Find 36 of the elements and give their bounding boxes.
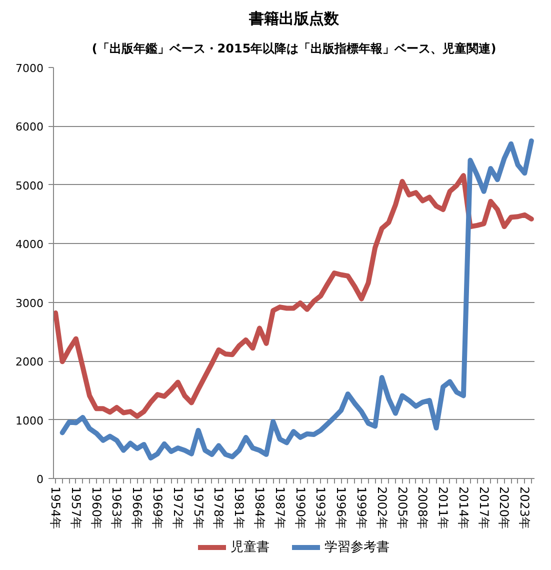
legend-label: 学習参考書 [324, 539, 390, 556]
y-tick-label: 0 [36, 473, 44, 486]
x-tick-label: 2008年 [416, 486, 430, 530]
x-tick-label: 1990年 [293, 486, 308, 530]
x-tick-label: 2002年 [374, 486, 389, 530]
x-tick-label: 1984年 [252, 486, 266, 530]
x-tick-label: 1960年 [89, 486, 104, 530]
x-tick-label: 2023年 [518, 486, 532, 530]
y-tick-label: 7000 [16, 62, 44, 75]
y-tick-label: 4000 [16, 238, 44, 252]
x-tick-label: 1966年 [130, 486, 144, 530]
x-tick-label: 1978年 [212, 486, 226, 530]
x-tick-label: 2011年 [436, 486, 450, 530]
chart-title: 書籍出版点数 [248, 10, 340, 28]
y-tick-label: 5000 [16, 179, 44, 192]
x-tick-label: 1972年 [170, 486, 185, 530]
x-tick-label: 1954年 [48, 486, 63, 530]
x-tick-label: 1987年 [272, 486, 287, 530]
chart-subtitle: (「出版年鑑」ベース・2015年以降は「出版指標年報」ベース、児童関連) [92, 42, 496, 56]
legend-label: 児童書 [230, 539, 270, 556]
x-tick-label: 1981年 [232, 486, 246, 530]
y-tick-label: 2000 [16, 356, 44, 369]
x-tick-label: 1975年 [191, 486, 206, 530]
y-tick-label: 3000 [16, 296, 44, 310]
x-tick-label: 2005年 [395, 486, 410, 530]
y-tick-label: 1000 [16, 414, 44, 428]
x-tick-label: 1963年 [110, 486, 124, 530]
x-tick-label: 2020年 [497, 486, 512, 530]
x-tick-label: 2017年 [476, 486, 491, 530]
x-tick-label: 1996年 [334, 486, 348, 530]
x-tick-label: 1993年 [314, 486, 328, 530]
x-tick-label: 1957年 [68, 486, 83, 530]
y-tick-label: 6000 [16, 120, 44, 134]
x-tick-label: 2014年 [456, 486, 470, 530]
x-tick-label: 1999年 [354, 486, 368, 530]
x-tick-label: 1969年 [150, 486, 165, 530]
